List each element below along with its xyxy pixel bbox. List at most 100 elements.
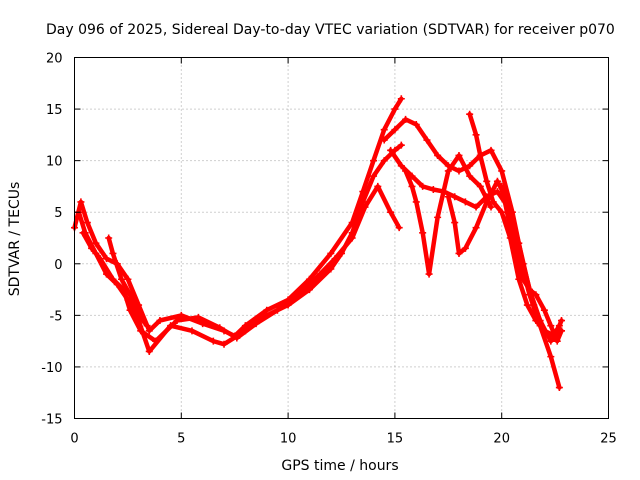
data-point (555, 384, 563, 392)
data-point (532, 317, 540, 325)
data-point (493, 188, 501, 196)
data-point (547, 337, 555, 345)
data-point (109, 275, 117, 283)
series-line (72, 96, 404, 339)
data-point (444, 167, 452, 175)
y-tick-label: 10 (46, 155, 63, 170)
data-point (173, 317, 181, 325)
data-point (348, 234, 356, 242)
data-point (395, 224, 403, 232)
series-track-10 (498, 182, 566, 345)
data-point (511, 244, 519, 252)
data-point (498, 182, 506, 190)
data-point (145, 347, 153, 355)
data-point (361, 203, 369, 211)
data-point (331, 255, 339, 263)
data-point (523, 301, 531, 309)
series-track-3 (79, 182, 403, 345)
data-point (412, 198, 420, 206)
data-point (408, 182, 416, 190)
data-point (137, 327, 145, 335)
data-point (483, 177, 491, 185)
data-point (316, 270, 324, 278)
data-point (359, 198, 367, 206)
series-line (499, 184, 564, 344)
data-point (487, 203, 495, 211)
data-point (145, 327, 153, 335)
data-point (425, 270, 433, 278)
data-point (451, 219, 459, 227)
x-tick-label: 5 (177, 432, 185, 447)
data-point (105, 234, 113, 242)
data-point (455, 167, 463, 175)
data-point (380, 157, 388, 165)
data-point (370, 157, 378, 165)
data-point (455, 151, 463, 159)
data-point (489, 198, 497, 206)
data-point (423, 136, 431, 144)
data-point (88, 244, 96, 252)
series-line (388, 148, 562, 390)
y-tick-label: -15 (41, 413, 62, 428)
data-point (455, 249, 463, 257)
data-point (103, 255, 111, 263)
data-point (370, 172, 378, 180)
series-track-2 (75, 141, 405, 355)
series-line (80, 184, 402, 344)
data-point (92, 239, 100, 247)
data-point (252, 320, 260, 328)
data-point (547, 353, 555, 361)
data-point (374, 182, 382, 190)
data-point (83, 219, 91, 227)
data-point (558, 317, 566, 325)
data-point (558, 327, 566, 335)
data-point (77, 198, 85, 206)
data-point (419, 229, 427, 237)
data-point (126, 306, 134, 314)
data-point (498, 167, 506, 175)
data-point (188, 327, 196, 335)
data-point (429, 186, 437, 194)
x-tick-label: 0 (70, 432, 78, 447)
plot-frame (74, 57, 609, 419)
data-point (135, 311, 143, 319)
data-point (434, 213, 442, 221)
data-point (156, 317, 164, 325)
data-point (391, 126, 399, 134)
data-point (487, 146, 495, 154)
data-point (397, 162, 405, 170)
x-tick-label: 10 (280, 432, 297, 447)
data-point (472, 203, 480, 211)
data-point (402, 115, 410, 123)
y-axis-label: SDTVAR / TECUs (7, 182, 23, 297)
data-point (216, 324, 224, 332)
data-point (461, 244, 469, 252)
data-point (472, 224, 480, 232)
data-point (555, 322, 563, 330)
x-tick-label: 25 (600, 432, 617, 447)
data-point (483, 198, 491, 206)
data-point (295, 291, 303, 299)
data-point (553, 337, 561, 345)
series-track-4 (105, 234, 151, 330)
data-point (117, 275, 125, 283)
data-point (79, 229, 87, 237)
data-point (540, 327, 548, 335)
y-tick-label: 5 (54, 206, 62, 221)
data-point (233, 334, 241, 342)
data-point (96, 255, 104, 263)
series-layer (71, 95, 566, 392)
data-point (109, 249, 117, 257)
data-point (532, 291, 540, 299)
data-point (419, 182, 427, 190)
data-point (434, 151, 442, 159)
data-point (380, 136, 388, 144)
data-point (273, 306, 281, 314)
data-point (152, 337, 160, 345)
y-tick-label: 15 (46, 103, 63, 118)
data-point (391, 105, 399, 113)
data-point (515, 239, 523, 247)
data-point (476, 182, 484, 190)
y-tick-label: -10 (41, 361, 62, 376)
data-point (461, 198, 469, 206)
